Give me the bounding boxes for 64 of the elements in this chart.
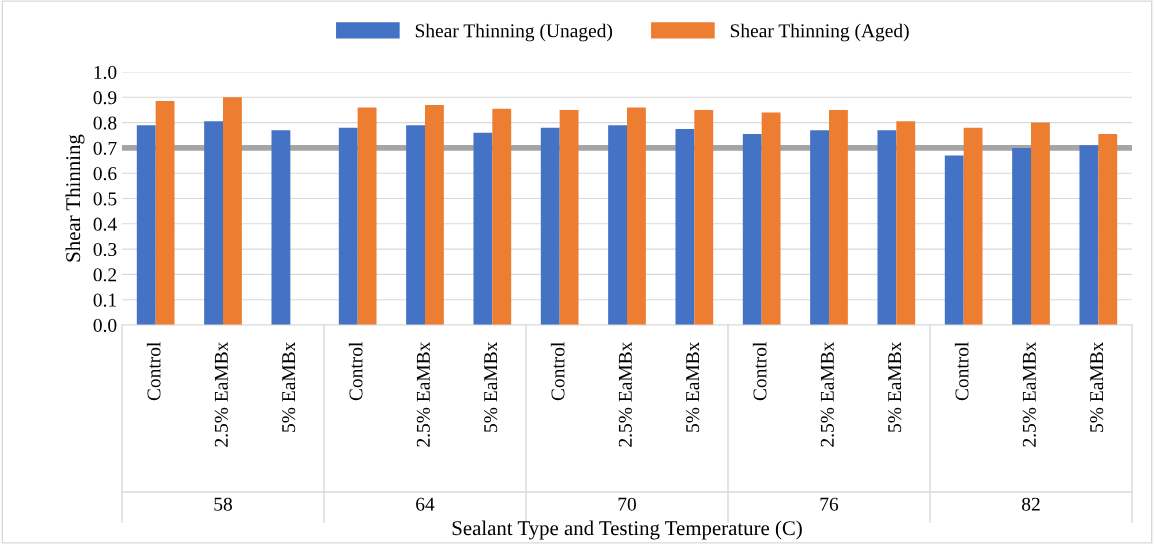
bar [1031,122,1050,325]
text: 76 [820,497,839,511]
legend-label: Shear Thinning (Unaged) [415,23,613,42]
bar [473,132,493,325]
bar [425,104,444,325]
x-tick-label: 2.5% EaMBx [820,341,834,447]
bar [829,109,848,325]
y-tick-label: 0.0 [93,318,117,333]
y-axis-title: Shear Thinning [65,134,85,262]
bar [136,125,156,325]
y-tick-label: 0.7 [93,141,117,155]
x-tick-label: 5% EaMBx [1090,341,1104,432]
x-tick-label: 2.5% EaMBx [618,341,632,447]
y-tick-label: 0.6 [93,167,117,181]
bar [944,155,964,325]
y-tick-label: 0.1 [93,293,116,307]
x-tick-label: Control [550,342,565,401]
y-tick-label: 0.4 [93,217,117,231]
bar [338,127,358,325]
bar [963,127,983,325]
bar [810,130,829,325]
bar [540,127,560,325]
bar [204,121,223,325]
legend-label: Shear Thinning (Aged) [730,23,909,42]
x-tick-label: 2.5% EaMBx [1022,341,1036,447]
y-tick-label: 0.5 [93,192,117,206]
x-tick-label: Control [752,342,767,401]
x-tick-label: 5% EaMBx [686,341,700,432]
bar [1098,133,1118,325]
bar [492,108,512,325]
x-tick-label: 2.5% EaMBx [214,341,228,447]
bar [559,109,579,325]
x-tick-label: Control [954,342,969,401]
text: 82 [1022,497,1040,511]
bar [675,128,695,325]
text: 64 [416,497,435,511]
bar [406,125,425,325]
bar [608,125,627,325]
x-tick-label: Control [348,342,363,401]
bar [155,101,175,325]
bar [694,109,714,325]
x-tick-label: Control [146,342,161,401]
bar [357,107,377,325]
bar [271,130,291,325]
x-tick-label: 5% EaMBx [888,341,902,432]
x-tick-label: 5% EaMBx [282,341,296,432]
y-tick-label: 1.0 [94,65,117,80]
bar [877,130,897,325]
text: 58 [214,497,232,511]
bar [742,133,762,325]
x-tick-label: 2.5% EaMBx [416,341,430,447]
text: 70 [618,497,636,511]
bar [627,107,646,325]
bar [896,121,916,325]
y-tick-label: 0.8 [93,116,117,130]
x-tick-label: 5% EaMBx [484,341,498,432]
bar [1079,145,1099,325]
y-tick-label: 0.2 [93,268,117,282]
x-axis-title: Sealant Type and Testing Temperature (C) [452,520,802,540]
bar [761,112,781,325]
y-tick-label: 0.9 [93,91,117,105]
bar [1012,147,1031,325]
bar [223,97,242,325]
y-tick-label: 0.3 [93,242,117,257]
